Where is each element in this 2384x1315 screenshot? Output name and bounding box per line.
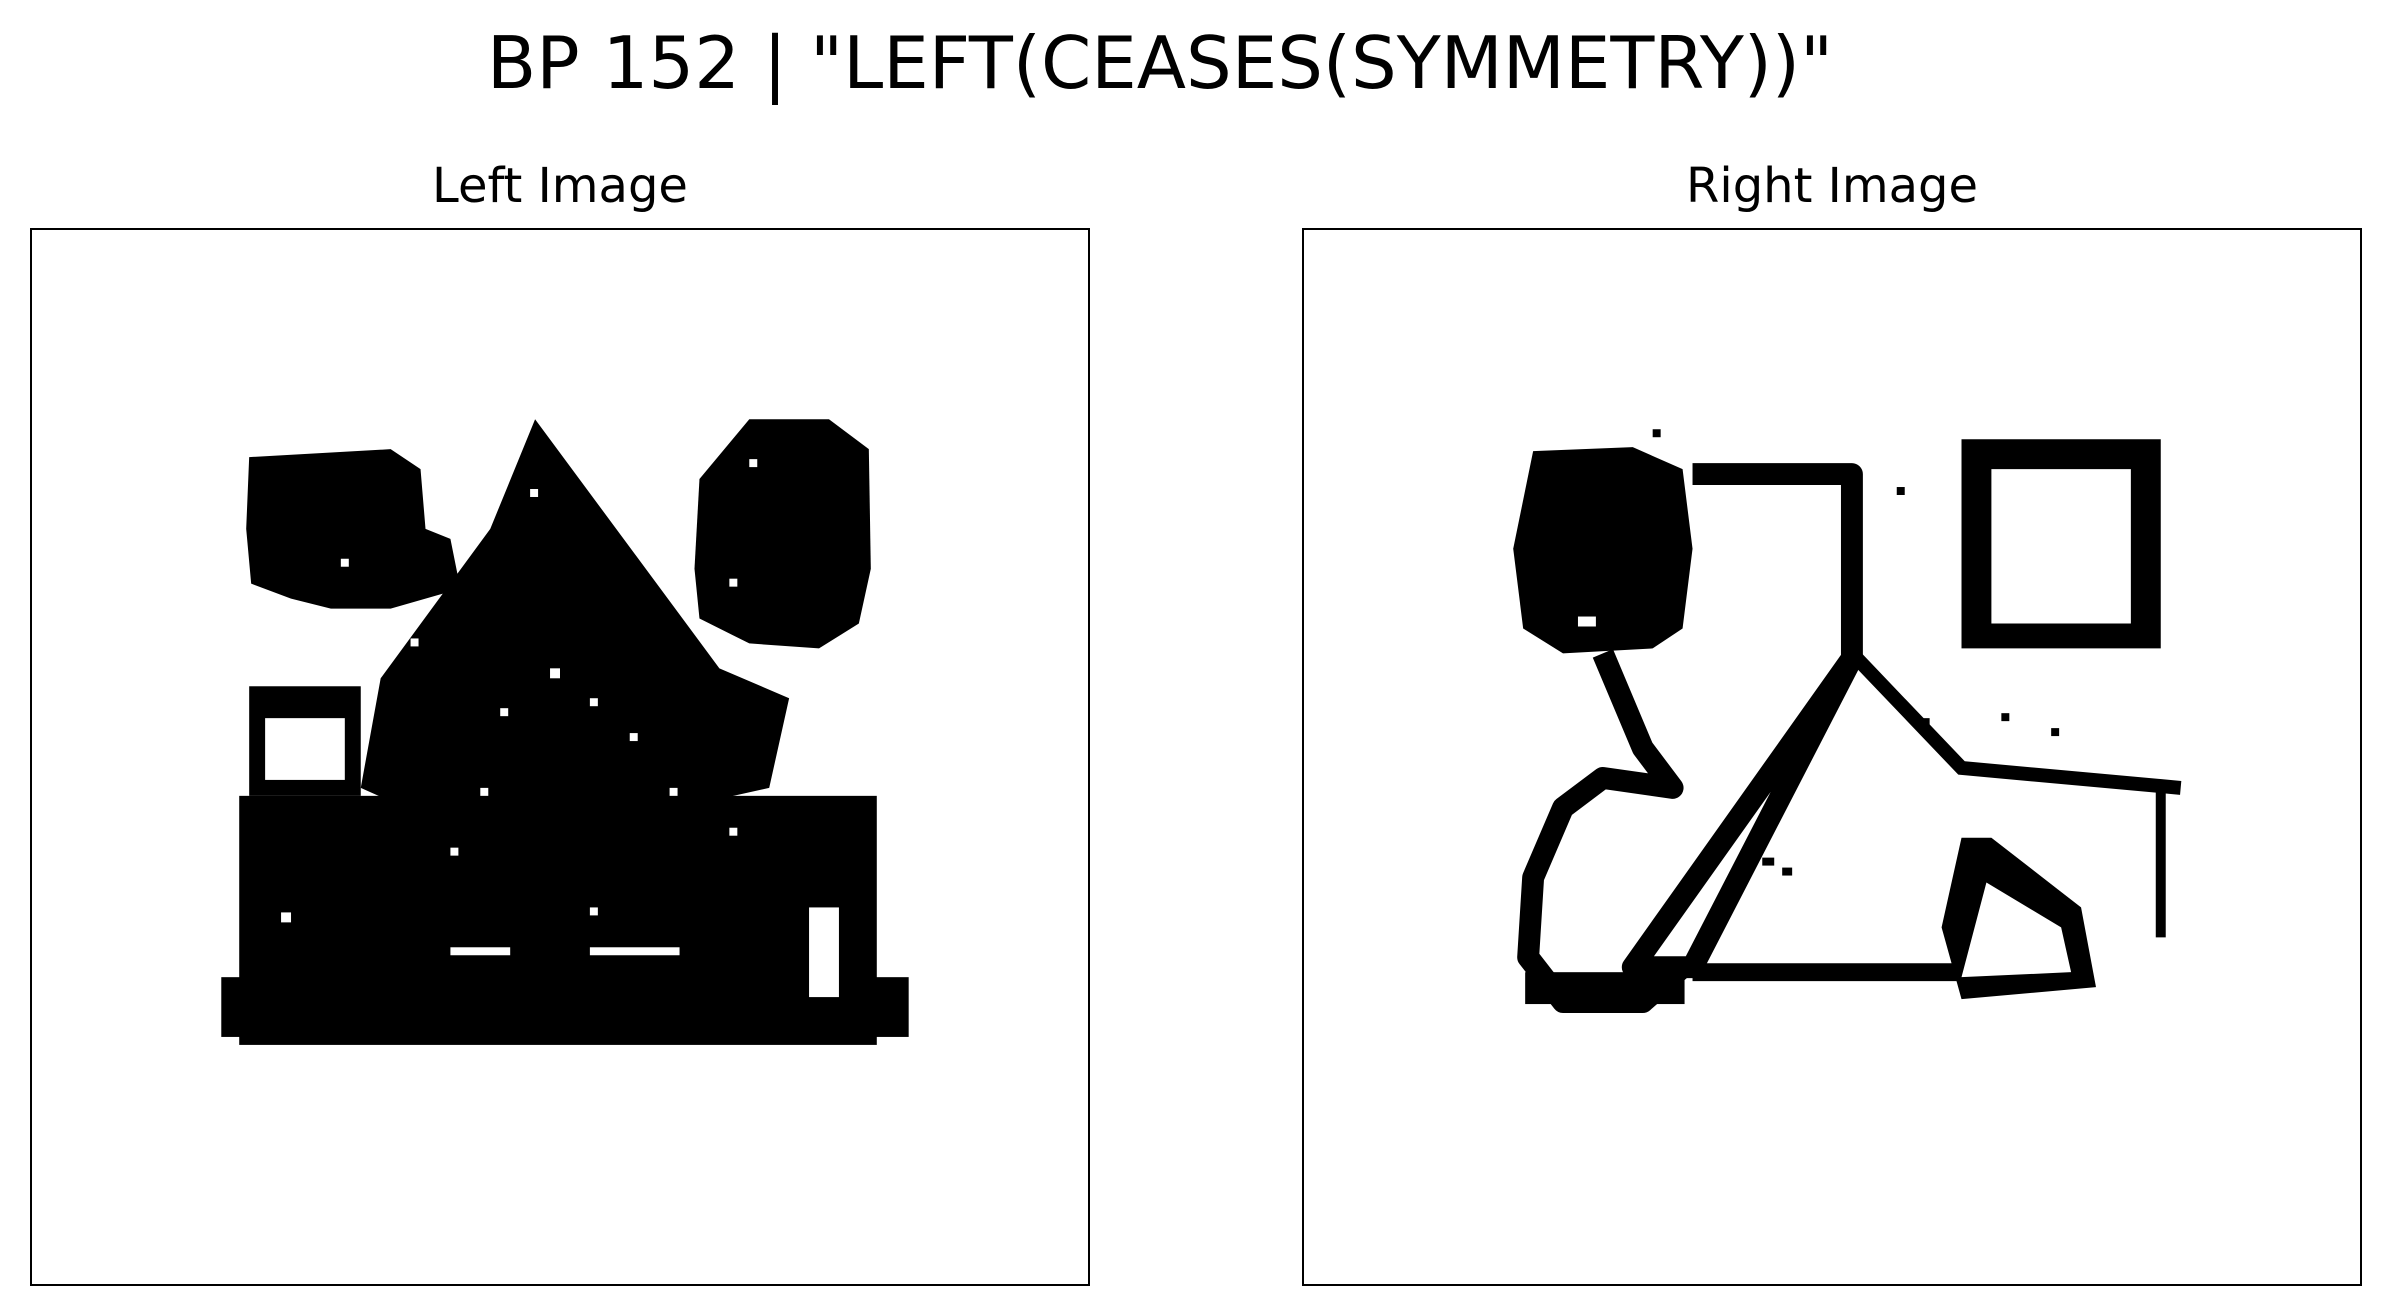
right-hollow-rectangle bbox=[1961, 439, 2161, 649]
left-image-canvas bbox=[221, 419, 909, 1045]
left-speckles bbox=[281, 459, 839, 998]
right-speckles bbox=[1652, 429, 2060, 876]
left-small-rectangle-hole bbox=[265, 718, 345, 780]
right-circle-hole bbox=[1577, 616, 1596, 627]
right-bottom-left-bar bbox=[1525, 972, 1685, 1005]
left-panel-title: Left Image bbox=[432, 158, 688, 214]
left-circle-blob bbox=[246, 449, 461, 609]
right-small-triangle bbox=[1941, 837, 2096, 1000]
left-bottom-extension bbox=[221, 977, 909, 1037]
right-image-canvas bbox=[1513, 429, 2182, 1014]
right-triangle-outline bbox=[1621, 463, 1863, 979]
right-filled-circle bbox=[1513, 447, 1693, 654]
figure-title: BP 152 | "LEFT(CEASES(SYMMETRY))" bbox=[486, 21, 1834, 105]
right-panel-title: Right Image bbox=[1686, 158, 1978, 214]
left-image-frame bbox=[30, 228, 1090, 1286]
left-circle-right bbox=[694, 419, 871, 649]
right-loop bbox=[1517, 649, 1690, 1014]
right-image-frame bbox=[1302, 228, 2362, 1286]
right-triangle-diagonal bbox=[1851, 653, 2182, 795]
left-panel: Left Image bbox=[30, 158, 1090, 1286]
left-triangle bbox=[360, 419, 790, 828]
right-panel: Right Image bbox=[1302, 158, 2362, 1286]
